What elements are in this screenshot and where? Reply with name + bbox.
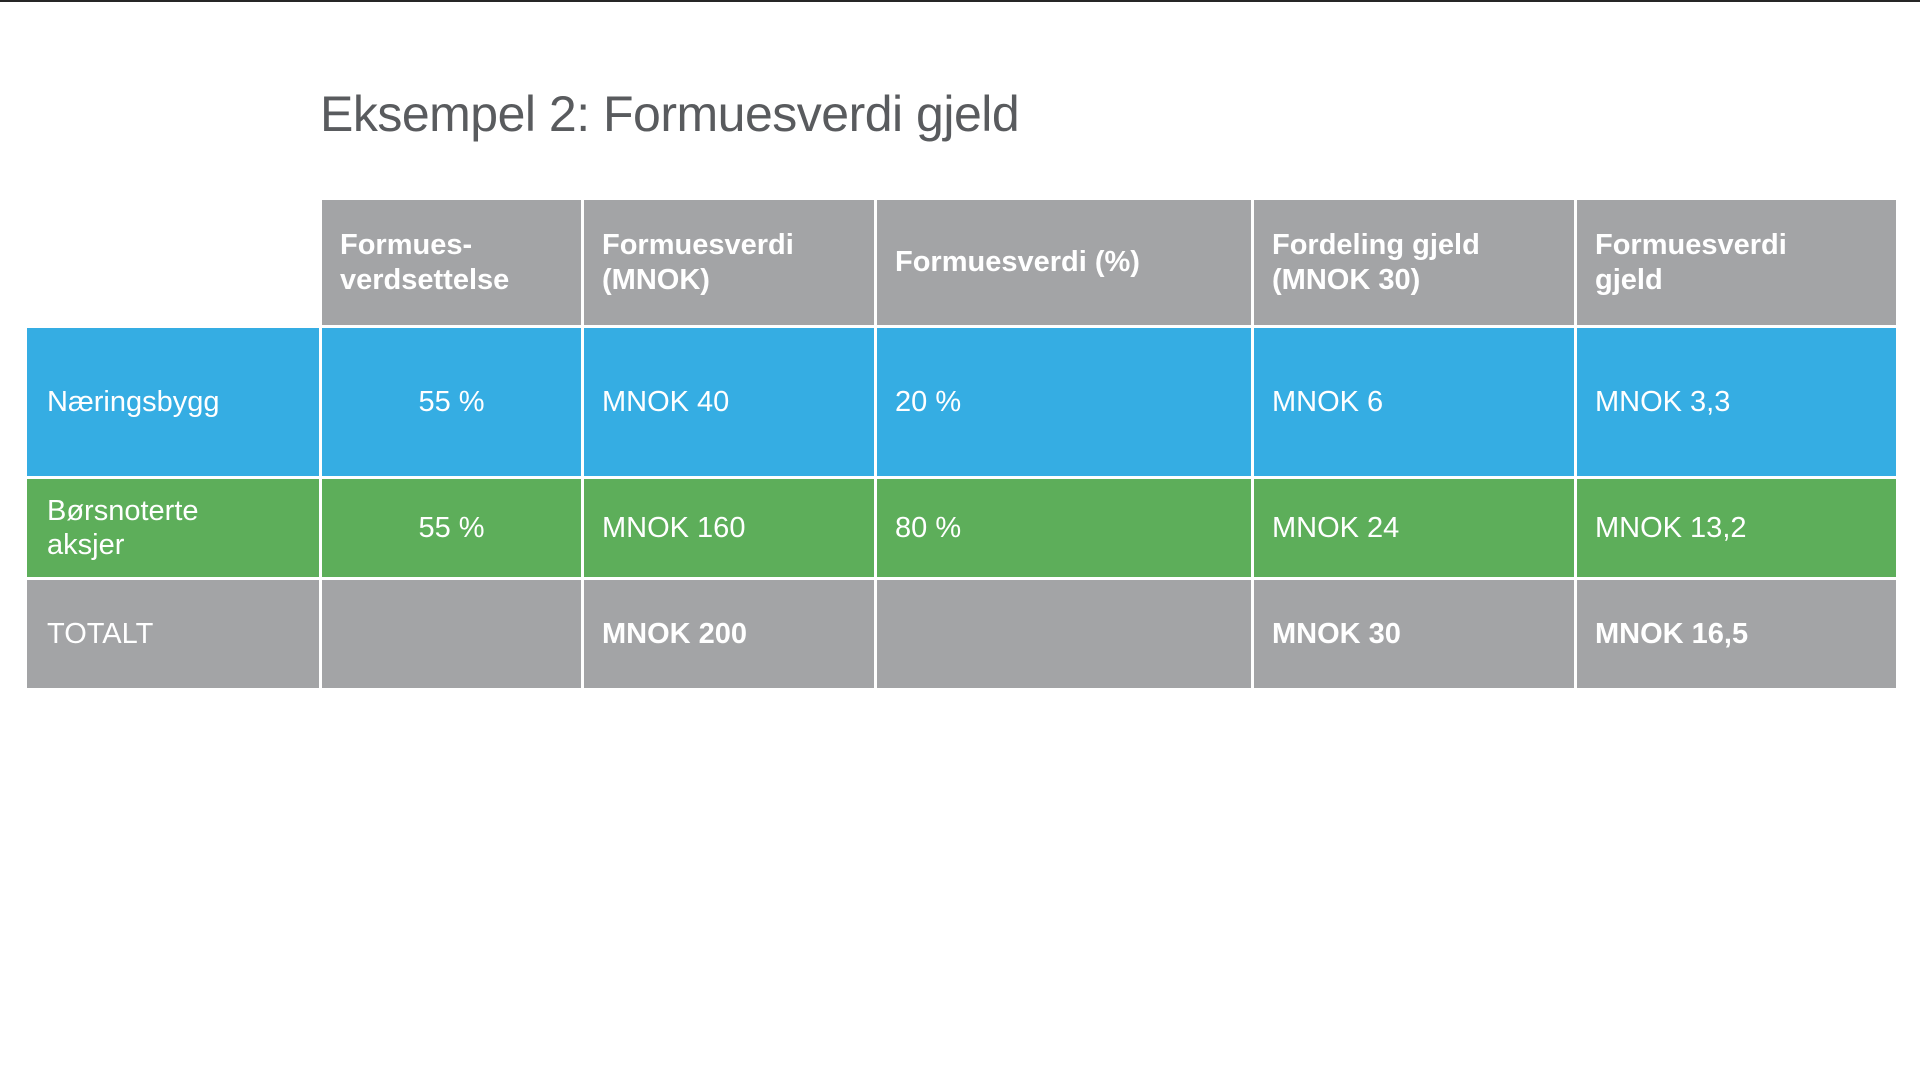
formuesverdi-gjeld-table: Formues- verdsettelse Formuesverdi (MNOK… (27, 200, 1896, 688)
table-cell (322, 580, 581, 688)
table-cell (877, 580, 1251, 688)
slide-title: Eksempel 2: Formuesverdi gjeld (320, 86, 1020, 142)
col-header-formuesverdi-mnok: Formuesverdi (MNOK) (584, 200, 874, 325)
table-corner-cell (27, 200, 319, 325)
table-cell: 20 % (877, 328, 1251, 476)
table-cell: MNOK 160 (584, 479, 874, 577)
table-cell: MNOK 6 (1254, 328, 1574, 476)
table-cell: 55 % (322, 328, 581, 476)
table-cell-total-formuesverdi: MNOK 200 (584, 580, 874, 688)
row-label-borsnoterte-aksjer: Børsnoterte aksjer (27, 479, 319, 577)
row-label-naeringsbygg: Næringsbygg (27, 328, 319, 476)
table-cell-total-fordeling-gjeld: MNOK 30 (1254, 580, 1574, 688)
col-header-formuesverdi-prosent: Formuesverdi (%) (877, 200, 1251, 325)
col-header-fordeling-gjeld: Fordeling gjeld (MNOK 30) (1254, 200, 1574, 325)
slide-top-border (0, 0, 1920, 2)
table-cell: 55 % (322, 479, 581, 577)
col-header-formuesverdi-gjeld: Formuesverdi gjeld (1577, 200, 1896, 325)
table-cell: MNOK 13,2 (1577, 479, 1896, 577)
table-cell: MNOK 24 (1254, 479, 1574, 577)
table-cell: MNOK 40 (584, 328, 874, 476)
table-cell: MNOK 3,3 (1577, 328, 1896, 476)
col-header-formues-verdsettelse: Formues- verdsettelse (322, 200, 581, 325)
row-label-totalt: TOTALT (27, 580, 319, 688)
table-cell-total-formuesverdi-gjeld: MNOK 16,5 (1577, 580, 1896, 688)
table-cell: 80 % (877, 479, 1251, 577)
